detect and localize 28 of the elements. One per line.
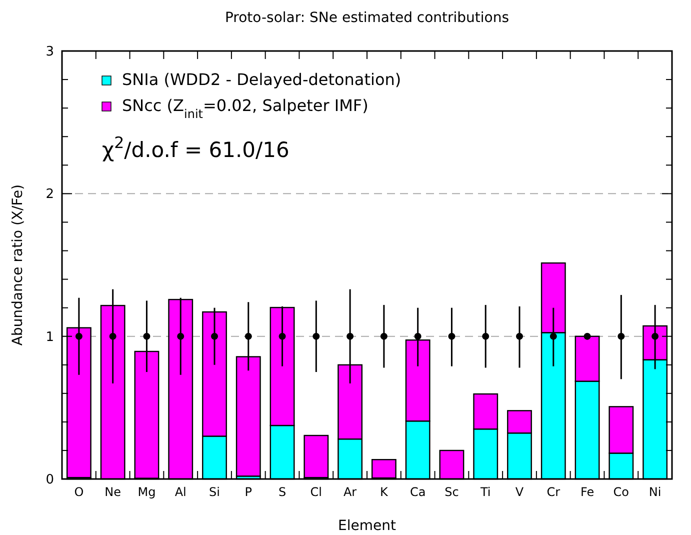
y-tick-label: 2: [46, 187, 54, 202]
x-tick-label: Si: [209, 485, 220, 499]
y-tick-label: 1: [46, 330, 54, 345]
x-tick-label: Fe: [580, 485, 594, 499]
x-tick-label: Cr: [546, 485, 560, 499]
x-tick-label: Co: [613, 485, 630, 499]
x-tick-label: Ar: [343, 485, 357, 499]
x-tick-label: Mg: [138, 485, 156, 499]
x-tick-label: Sc: [444, 485, 459, 499]
x-tick-label: K: [380, 485, 390, 499]
chart-title: Proto-solar: SNe estimated contributions: [224, 10, 510, 26]
y-tick-label: 0: [46, 472, 54, 488]
y-axis-title: Abundance ratio (X/Fe): [10, 184, 26, 346]
x-tick-label: P: [244, 485, 252, 499]
y-tick-label: 3: [46, 44, 54, 60]
x-tick-label: S: [278, 485, 286, 499]
x-tick-label: Ca: [410, 485, 426, 499]
x-tick-label: Al: [174, 485, 186, 499]
annotation: χ$^{2}$/d.o.f = 61.0/16: [102, 132, 290, 162]
legend-label: SNcc (Z$_{init}$=0.02, Salpeter IMF): [122, 96, 368, 121]
x-axis-title: Element: [338, 518, 396, 534]
x-tick-label: O: [74, 485, 84, 499]
x-tick-label: Ne: [104, 485, 122, 499]
x-tick-label: V: [515, 485, 524, 499]
x-tick-label: Cl: [310, 485, 322, 499]
x-tick-label: Ti: [479, 485, 491, 499]
x-tick-label: Ni: [648, 485, 662, 499]
legend-label: SNIa (WDD2 - Delayed-detonation): [122, 70, 402, 89]
